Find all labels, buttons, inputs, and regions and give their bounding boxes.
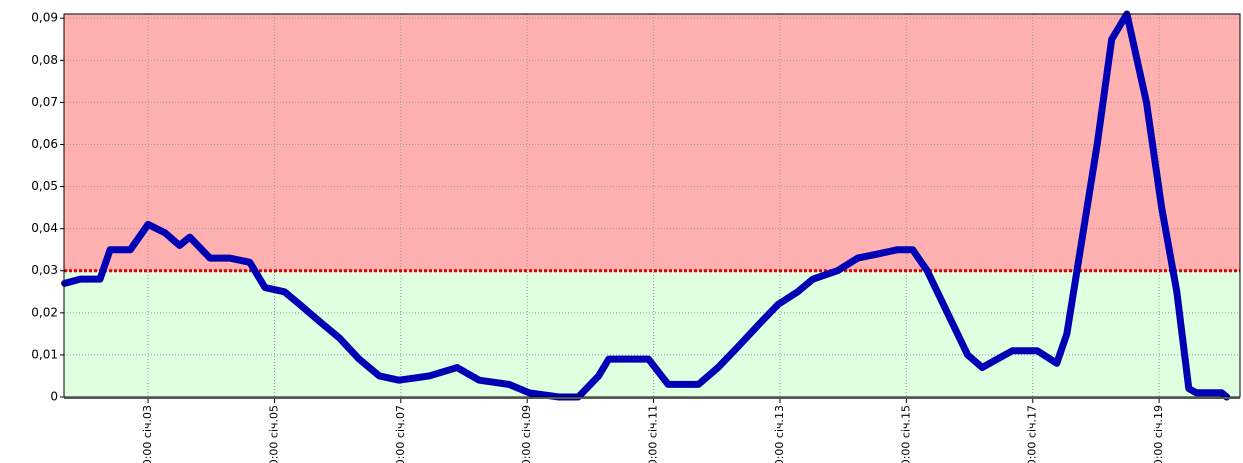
- y-tick-label: 0,08: [31, 53, 58, 67]
- y-tick-label: 0,07: [31, 95, 58, 109]
- y-tick-label: 0,04: [31, 221, 58, 235]
- x-tick-label: 00:00 січ.15: [899, 405, 912, 463]
- y-tick-label: 0,06: [31, 137, 58, 151]
- series-line: [61, 10, 1231, 401]
- x-tick-label: 00:00 січ.09: [520, 405, 533, 463]
- x-tick-label: 00:00 січ.11: [647, 405, 660, 463]
- y-tick-label: 0,02: [31, 305, 58, 319]
- y-tick-label: 0,09: [31, 11, 58, 25]
- above-zone: [64, 14, 1240, 271]
- below-zone: [64, 270, 1240, 397]
- y-tick-label: 0,03: [31, 263, 58, 277]
- y-tick-label: 0,01: [31, 347, 58, 361]
- x-tick-label: 00:00 січ.19: [1152, 405, 1165, 463]
- x-tick-label: 00:00 січ.03: [141, 405, 154, 463]
- x-tick-label: 00:00 січ.05: [267, 405, 280, 463]
- y-tick-label: 0,05: [31, 179, 58, 193]
- x-tick-label: 00:00 січ.17: [1026, 405, 1039, 463]
- x-tick-label: 00:00 січ.07: [394, 405, 407, 463]
- y-tick-label: 0: [50, 390, 58, 404]
- x-tick-label: 00:00 січ.13: [773, 405, 786, 463]
